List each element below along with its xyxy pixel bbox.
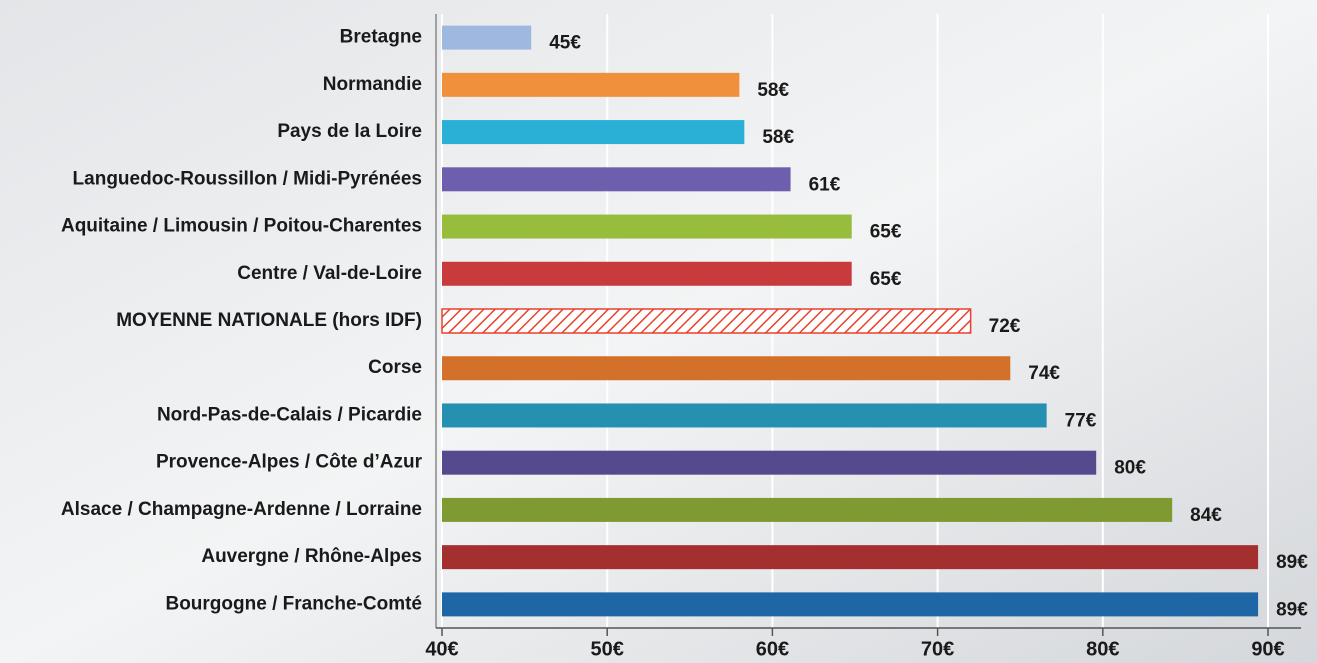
value-label: 65€ xyxy=(870,269,902,290)
x-tick-label: 90€ xyxy=(1251,638,1284,660)
x-tick-label: 60€ xyxy=(756,638,789,660)
value-label: 77€ xyxy=(1065,410,1097,431)
bar xyxy=(441,308,972,334)
x-tick-label: 80€ xyxy=(1086,638,1119,660)
category-label: Alsace / Champagne-Ardenne / Lorraine xyxy=(61,499,422,520)
bar xyxy=(442,545,1259,570)
value-label: 65€ xyxy=(870,222,902,243)
bar xyxy=(442,72,740,97)
value-label: 80€ xyxy=(1114,458,1146,479)
x-tick-label: 50€ xyxy=(591,638,624,660)
value-label: 72€ xyxy=(989,316,1021,337)
bar xyxy=(442,261,852,286)
value-label: 84€ xyxy=(1190,505,1222,526)
category-label: Provence-Alpes / Côte d’Azur xyxy=(156,452,423,473)
value-label: 58€ xyxy=(762,127,794,148)
bar xyxy=(442,356,1011,381)
category-label: Pays de la Loire xyxy=(277,121,422,142)
x-tick-label: 70€ xyxy=(921,638,954,660)
category-label: Corse xyxy=(368,357,422,378)
bar xyxy=(442,167,791,192)
bar xyxy=(442,592,1259,617)
value-label: 58€ xyxy=(757,80,789,101)
value-label: 74€ xyxy=(1028,363,1060,384)
bar xyxy=(442,403,1047,428)
bar xyxy=(442,25,532,50)
value-label: 61€ xyxy=(809,174,841,195)
bar xyxy=(442,450,1097,475)
category-label: Bretagne xyxy=(340,27,422,48)
category-label: Languedoc-Roussillon / Midi-Pyrénées xyxy=(73,168,422,189)
category-label: Nord-Pas-de-Calais / Picardie xyxy=(157,404,422,425)
category-label: Centre / Val-de-Loire xyxy=(237,263,422,284)
category-label: Auvergne / Rhône-Alpes xyxy=(201,546,422,567)
value-label: 89€ xyxy=(1276,599,1308,620)
category-label: MOYENNE NATIONALE (hors IDF) xyxy=(116,310,422,331)
category-label: Bourgogne / Franche-Comté xyxy=(165,593,422,614)
bar xyxy=(442,120,745,145)
value-label: 45€ xyxy=(549,33,581,54)
bar xyxy=(442,497,1173,522)
x-tick-label: 40€ xyxy=(425,638,458,660)
category-label: Normandie xyxy=(323,74,422,95)
bar xyxy=(442,214,852,239)
value-label: 89€ xyxy=(1276,552,1308,573)
category-label: Aquitaine / Limousin / Poitou-Charentes xyxy=(61,216,422,237)
